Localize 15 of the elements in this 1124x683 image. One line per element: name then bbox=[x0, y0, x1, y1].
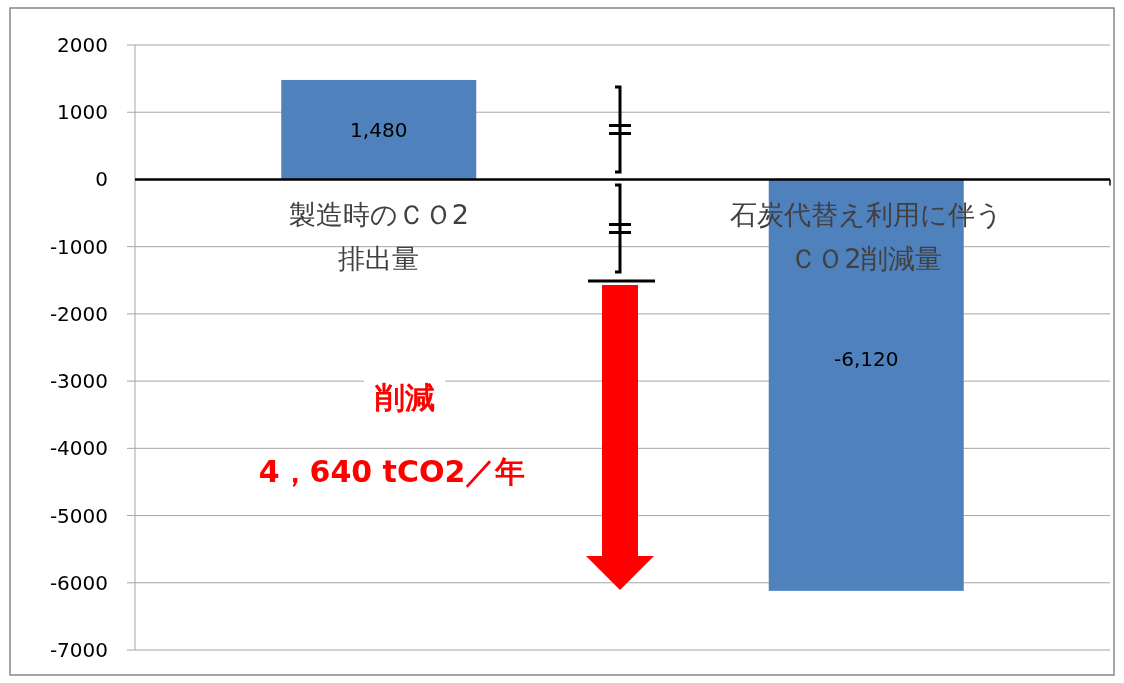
y-tick-label: 1000 bbox=[57, 100, 108, 125]
data-label: 1,480 bbox=[350, 117, 408, 142]
x-tick-label: 製造時のＣＯ2排出量 bbox=[288, 199, 469, 275]
annotation: 4，640 tCO2／年 bbox=[258, 454, 526, 489]
y-tick-label: 2000 bbox=[57, 33, 108, 57]
data-label: -6,120 bbox=[834, 347, 899, 372]
y-tick-label: -4000 bbox=[49, 436, 108, 461]
y-tick-label: -5000 bbox=[49, 503, 108, 528]
y-tick-label: -3000 bbox=[49, 369, 108, 394]
y-tick-label: -7000 bbox=[49, 638, 108, 662]
y-tick-label: 0 bbox=[95, 167, 108, 192]
annotation: 削減 bbox=[374, 380, 435, 415]
y-tick-label: -1000 bbox=[49, 234, 108, 259]
y-tick-label: -2000 bbox=[49, 301, 108, 326]
y-tick-label: -6000 bbox=[49, 570, 108, 595]
